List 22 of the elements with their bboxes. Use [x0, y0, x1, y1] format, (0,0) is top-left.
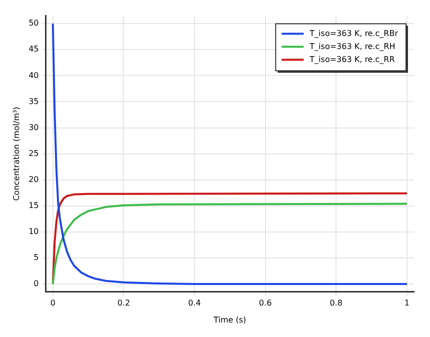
y-axis-title: Concentration (mol/m³): [12, 106, 21, 201]
y-tick-label: 20: [28, 174, 39, 184]
legend-label: T_iso=363 K, re.c_RR: [308, 54, 396, 64]
y-tick-label: 40: [28, 70, 39, 80]
legend-label: T_iso=363 K, re.c_RBr: [308, 28, 399, 38]
y-tick-label: 50: [28, 18, 39, 28]
y-tick-label: 0: [34, 279, 39, 288]
x-tick-label: 0: [50, 298, 56, 308]
x-tick-label: 0.8: [330, 298, 342, 308]
y-tick-label: 5: [34, 253, 39, 262]
y-tick-label: 35: [28, 96, 39, 106]
y-tick-label: 25: [28, 148, 39, 158]
y-tick-label: 45: [28, 44, 39, 54]
y-tick-label: 30: [28, 122, 39, 132]
x-axis-title: Time (s): [212, 315, 246, 324]
x-tick-label: 0.4: [188, 298, 201, 308]
x-tick-label: 0.2: [117, 298, 130, 308]
y-tick-label: 15: [28, 200, 39, 210]
y-tick-label: 10: [28, 226, 39, 236]
x-tick-label: 0.6: [258, 298, 272, 308]
legend-label: T_iso=363 K, re.c_RH: [308, 42, 396, 51]
x-tick-label: 1: [404, 298, 410, 308]
